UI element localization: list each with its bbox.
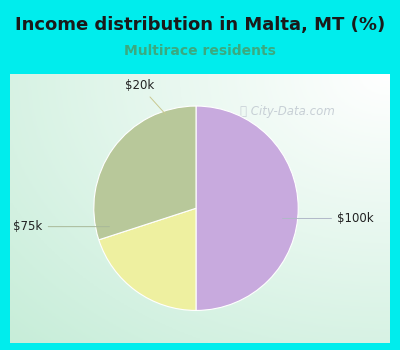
Wedge shape: [196, 106, 298, 310]
Text: $20k: $20k: [125, 79, 166, 114]
Text: ⓘ City-Data.com: ⓘ City-Data.com: [240, 105, 335, 118]
Wedge shape: [99, 208, 196, 310]
Text: $75k: $75k: [14, 220, 110, 233]
Wedge shape: [94, 106, 196, 240]
Text: Multirace residents: Multirace residents: [124, 44, 276, 58]
Text: Income distribution in Malta, MT (%): Income distribution in Malta, MT (%): [15, 16, 385, 34]
Text: $100k: $100k: [282, 212, 374, 225]
